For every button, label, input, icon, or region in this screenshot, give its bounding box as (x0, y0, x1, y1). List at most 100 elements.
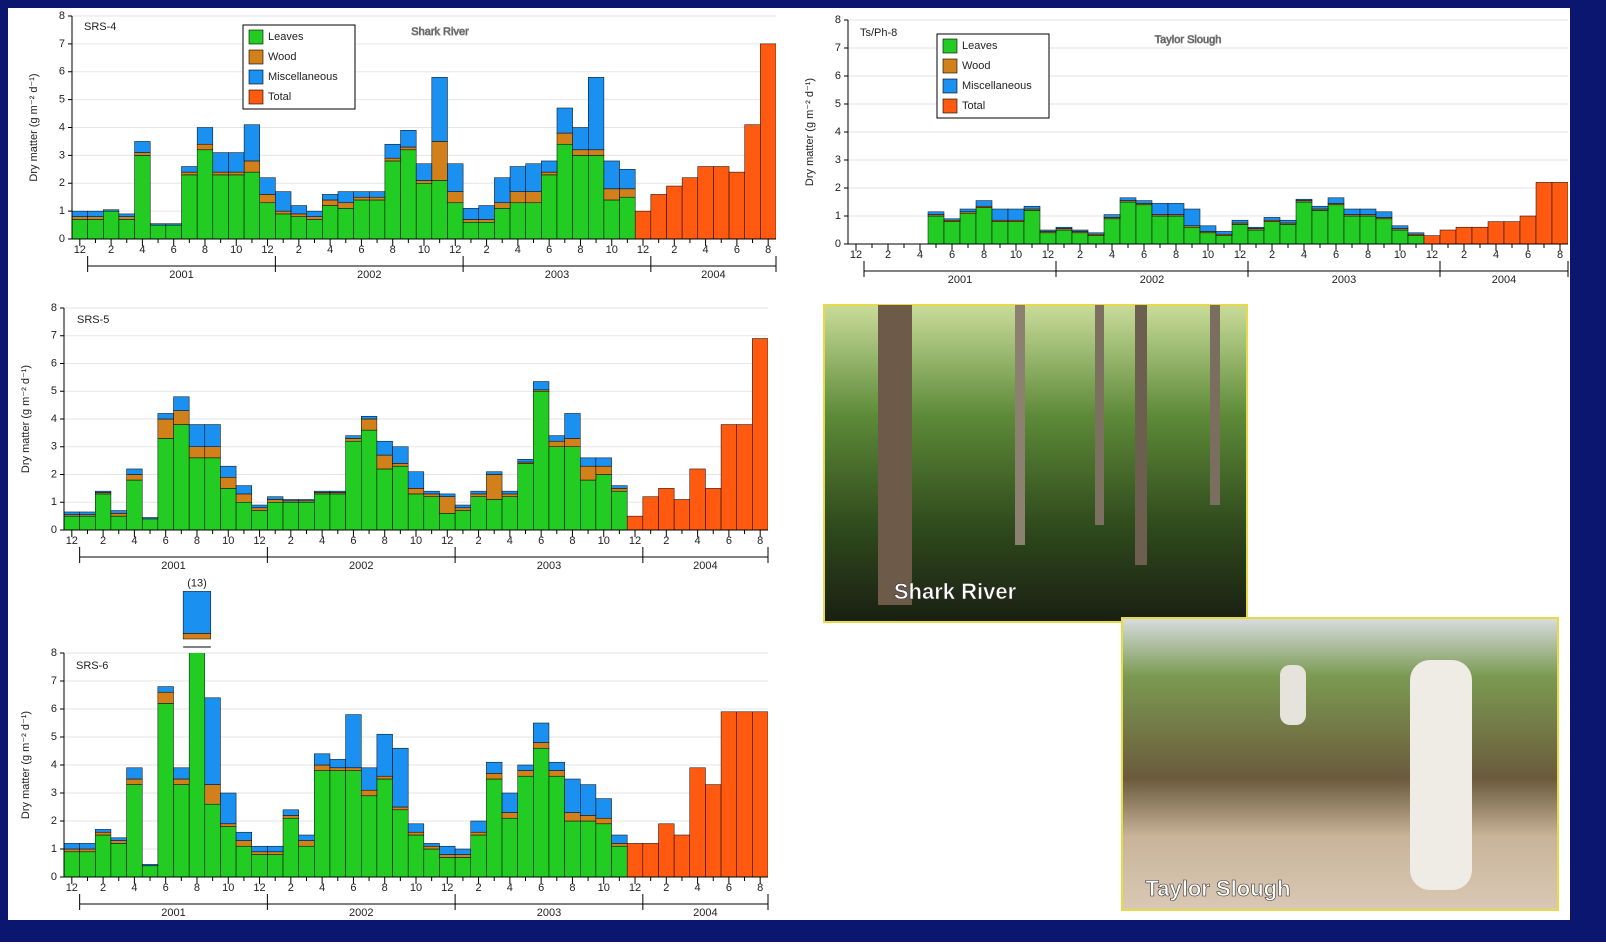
chart-title: Ts/Ph-8 (860, 27, 897, 39)
x-tick-label: 6 (949, 249, 955, 261)
x-tick-label: 8 (194, 882, 200, 894)
x-tick-label: 10 (230, 244, 242, 256)
bar (1200, 226, 1216, 232)
bar (486, 762, 502, 773)
bar (283, 810, 299, 816)
bar (111, 516, 127, 530)
legend-swatch (943, 39, 957, 53)
bar (620, 169, 636, 189)
bar (439, 513, 455, 530)
bar (377, 779, 393, 877)
bar (267, 855, 283, 877)
bar (111, 511, 127, 514)
bar (439, 497, 455, 514)
year-label: 2004 (1492, 274, 1516, 286)
bar (471, 832, 487, 835)
bar (1312, 210, 1328, 244)
x-tick-label: 4 (1109, 249, 1115, 261)
bar (518, 463, 534, 530)
bar (299, 841, 315, 847)
bar (737, 425, 753, 530)
bar (424, 846, 440, 849)
bar (361, 790, 377, 796)
bar (1072, 233, 1088, 244)
x-tick-label: 2 (1077, 249, 1083, 261)
bar (314, 754, 330, 765)
bar (713, 167, 729, 239)
bar (88, 217, 104, 220)
x-tick-label: 10 (1394, 249, 1406, 261)
y-tick-label: 5 (51, 731, 57, 743)
x-tick-label: 4 (507, 535, 513, 547)
bar (455, 508, 471, 511)
bar (408, 472, 424, 489)
bar (627, 843, 643, 877)
bar (1024, 206, 1040, 209)
bar (205, 425, 221, 447)
bar (80, 849, 96, 852)
bar (88, 211, 104, 217)
bar (158, 419, 174, 438)
bar (346, 715, 362, 768)
x-tick-label: 12 (441, 535, 453, 547)
bar (698, 167, 714, 239)
y-tick-label: 6 (59, 66, 65, 78)
bar (127, 469, 143, 475)
x-tick-label: 6 (726, 882, 732, 894)
bar (408, 832, 424, 835)
bar (526, 192, 542, 203)
bar (604, 161, 620, 189)
bar (486, 475, 502, 500)
bar (346, 438, 362, 441)
bar (174, 779, 190, 785)
bar (291, 217, 307, 239)
bar (1392, 226, 1408, 229)
bar (236, 502, 252, 530)
bar (220, 488, 236, 530)
bar (549, 447, 565, 530)
bar (1344, 209, 1360, 215)
bar (463, 219, 479, 222)
bar (471, 497, 487, 530)
bar (103, 211, 119, 239)
bar (565, 779, 581, 813)
y-tick-label: 7 (835, 42, 841, 54)
x-tick-label: 8 (390, 244, 396, 256)
x-tick-label: 8 (569, 535, 575, 547)
bar (620, 197, 636, 239)
bar (479, 222, 495, 239)
bar (1376, 212, 1392, 218)
bar (549, 436, 565, 442)
bar (377, 776, 393, 779)
y-axis-label: Dry matter (g m⁻² d⁻¹) (804, 78, 816, 186)
bar (346, 436, 362, 439)
bar (119, 214, 135, 217)
bar (588, 77, 604, 149)
legend-swatch (943, 99, 957, 113)
bar (205, 458, 221, 530)
y-tick-label: 3 (51, 441, 57, 453)
page: Shark River Taylor Slough 01234567812246… (0, 0, 1606, 942)
bar (64, 852, 80, 877)
bar (557, 133, 573, 144)
bar (150, 225, 166, 239)
legend-label: Miscellaneous (268, 71, 338, 83)
bar (1008, 222, 1024, 244)
x-tick-label: 4 (131, 535, 137, 547)
bar (158, 692, 174, 703)
bar (220, 793, 236, 824)
x-tick-label: 2 (663, 882, 669, 894)
bar (330, 759, 346, 767)
bar (510, 167, 526, 192)
x-tick-label: 12 (449, 244, 461, 256)
bar (275, 214, 291, 239)
x-tick-label: 12 (441, 882, 453, 894)
bar (1088, 236, 1104, 244)
bar (252, 852, 268, 855)
bar (494, 208, 510, 239)
bar (1184, 209, 1200, 226)
legend-label: Leaves (962, 40, 998, 52)
y-tick-label: 4 (835, 126, 841, 138)
bar (401, 150, 417, 239)
bar (557, 108, 573, 133)
